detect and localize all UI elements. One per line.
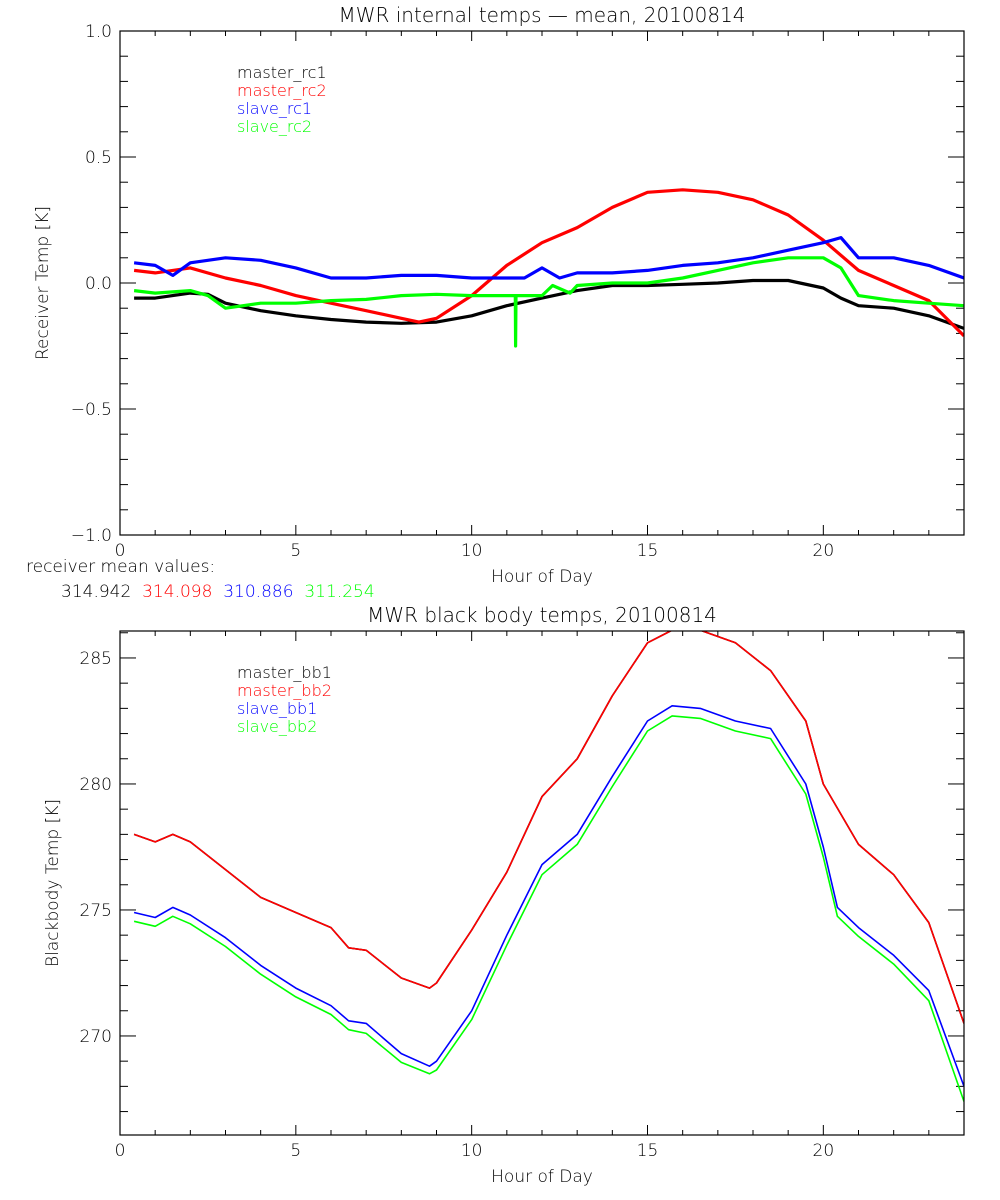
receiver-mean-label: receiver mean values:	[26, 557, 215, 577]
y-tick-label: 0.5	[85, 148, 112, 168]
legend-entry-slave_bb1: slave_bb1	[237, 699, 317, 718]
legend-entry-master_bb2: master_bb2	[237, 681, 332, 700]
series-line-slave_rc2	[133, 256, 964, 348]
y-tick-label: 275	[80, 901, 112, 921]
legend-entry-master_bb1: master_bb1	[237, 663, 332, 682]
receiver-mean-value: 311.254	[294, 582, 375, 602]
x-tick-label: 15	[637, 1141, 659, 1161]
y-tick-label: −0.5	[71, 400, 112, 420]
x-tick-label: 10	[461, 541, 483, 561]
receiver-mean-values-text: 314.942 314.098 310.886 311.254	[61, 582, 375, 602]
y-tick-label: 270	[80, 1027, 112, 1047]
receiver-mean-values: receiver mean values: 314.942 314.098 31…	[26, 557, 375, 602]
chart-title: MWR black body temps, 20100814	[367, 603, 717, 627]
y-tick-label: −1.0	[71, 526, 112, 546]
y-tick-label: 280	[80, 775, 112, 795]
blackbody-temp-chart: MWR black body temps, 20100814 Hour of D…	[43, 603, 965, 1187]
y-tick-label: 0.0	[85, 274, 112, 294]
x-axis-label: Hour of Day	[491, 567, 593, 587]
legend-entry-master_rc1: master_rc1	[237, 63, 327, 82]
plot-frame	[119, 630, 965, 1136]
x-tick-label: 20	[813, 1141, 835, 1161]
x-tick-label: 0	[115, 541, 126, 561]
series-line-slave_bb2	[133, 715, 964, 1102]
series-line-master_rc2	[133, 188, 964, 338]
receiver-temp-chart: MWR internal temps — mean, 20100814 Hour…	[33, 3, 965, 587]
legend-entry-slave_bb2: slave_bb2	[237, 717, 317, 736]
y-tick-label: 285	[80, 649, 112, 669]
x-tick-label: 20	[813, 541, 835, 561]
x-tick-label: 0	[115, 1141, 126, 1161]
legend-entry-master_rc2: master_rc2	[237, 81, 327, 100]
series-line-slave_bb1	[133, 704, 964, 1087]
axis-ticks: 0 5 10 15 20 −1.0 −0.5 0.0 0.5 1.0	[71, 22, 965, 561]
y-tick-label: 1.0	[85, 22, 112, 42]
legend-entry-slave_rc2: slave_rc2	[237, 117, 312, 136]
x-tick-label: 5	[290, 541, 301, 561]
x-axis-label: Hour of Day	[491, 1167, 593, 1187]
series-group	[133, 188, 964, 348]
x-tick-label: 5	[290, 1141, 301, 1161]
legend-entry-slave_rc1: slave_rc1	[237, 99, 312, 118]
receiver-mean-value: 314.098	[131, 582, 212, 602]
chart-title: MWR internal temps — mean, 20100814	[338, 3, 745, 27]
plot-frame	[119, 30, 965, 536]
receiver-mean-value: 310.886	[212, 582, 293, 602]
y-axis-label: Receiver Temp [K]	[33, 206, 53, 360]
receiver-mean-value: 314.942	[61, 582, 131, 602]
series-line-slave_rc1	[133, 236, 964, 280]
x-tick-label: 15	[637, 541, 659, 561]
series-line-master_bb2	[133, 631, 964, 1024]
series-group	[133, 631, 964, 1102]
axis-ticks: 0 5 10 15 20 270 275 280 285	[80, 631, 965, 1161]
x-tick-label: 10	[461, 1141, 483, 1161]
y-axis-label: Blackbody Temp [K]	[43, 799, 63, 967]
